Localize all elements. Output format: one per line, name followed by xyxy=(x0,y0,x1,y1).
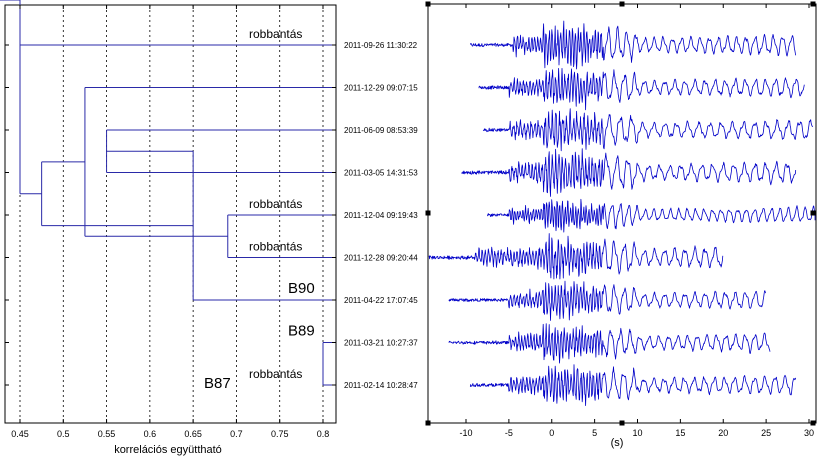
leaf-timestamp: 2011-03-05 14:31:53 xyxy=(344,169,418,178)
selection-handles[interactable] xyxy=(425,1,816,426)
x-tick-label: 25 xyxy=(761,428,771,438)
x-tick-label: 15 xyxy=(675,428,685,438)
seismogram-trace xyxy=(478,68,805,111)
dendrogram-gridlines xyxy=(19,5,324,423)
dendrogram-tick-labels: 0.45 0.5 0.55 0.6 0.65 0.7 0.75 0.8 xyxy=(11,429,329,439)
seismogram-panel: -10 -5 0 5 10 15 20 25 30 (s) xyxy=(425,1,817,449)
leaf-timestamp: 2011-03-21 10:27:37 xyxy=(344,339,418,348)
leaf-annotation: robbantás xyxy=(249,240,302,254)
x-tick-label: 0.5 xyxy=(57,429,70,439)
leaf-timestamp: 2011-04-22 17:07:45 xyxy=(344,296,418,305)
seismogram-x-axis-label: (s) xyxy=(611,437,624,449)
leaf-timestamp: 2011-06-09 08:53:39 xyxy=(344,126,418,135)
x-tick-label: 0.6 xyxy=(144,429,157,439)
seismogram-trace xyxy=(487,198,816,233)
leaf-timestamp: 2011-02-14 10:28:47 xyxy=(344,381,418,390)
seismogram-trace xyxy=(461,148,797,197)
seismogram-trace xyxy=(469,364,797,407)
seismogram-trace xyxy=(428,233,724,280)
leaf-annotations: robbantás robbantás robbantás B90 B89 robbant… xyxy=(249,27,315,381)
selection-handle[interactable] xyxy=(810,420,816,426)
selection-handle[interactable] xyxy=(425,1,431,7)
dendrogram-tick-marks xyxy=(5,5,336,423)
seismogram-trace xyxy=(482,108,813,152)
x-tick-label: 0.55 xyxy=(98,429,116,439)
x-tick-label: -10 xyxy=(459,428,472,438)
seismogram-traces xyxy=(428,20,816,407)
seismogram-trace xyxy=(469,20,797,70)
x-tick-label: 0.65 xyxy=(184,429,202,439)
annotation-b87: B87 xyxy=(204,375,231,392)
leaf-timestamp: 2011-12-28 09:20:44 xyxy=(344,254,418,263)
leaf-annotation: robbantás xyxy=(249,197,302,211)
x-tick-label: 0.75 xyxy=(271,429,289,439)
seismogram-tick-labels: -10 -5 0 5 10 15 20 25 30 xyxy=(459,428,814,438)
x-tick-label: 0.45 xyxy=(11,429,29,439)
selection-handle[interactable] xyxy=(619,1,625,7)
selection-handle[interactable] xyxy=(425,420,431,426)
x-tick-label: 0.8 xyxy=(317,429,330,439)
leaf-annotation: B89 xyxy=(288,323,315,340)
x-tick-label: -5 xyxy=(505,428,513,438)
seismogram-trace xyxy=(448,323,771,364)
selection-handle[interactable] xyxy=(810,1,816,7)
seismogram-tick-marks xyxy=(465,4,810,423)
leaf-annotation: B90 xyxy=(288,280,315,297)
seismogram-trace xyxy=(448,280,767,321)
dendrogram-panel: 0.45 0.5 0.55 0.6 0.65 0.7 0.75 0.8 2011-09-26 … xyxy=(0,0,418,456)
leaf-annotation: robbantás xyxy=(249,367,302,381)
dendrogram-frame xyxy=(4,4,337,424)
selection-handle[interactable] xyxy=(810,210,816,216)
x-tick-label: 20 xyxy=(718,428,728,438)
x-tick-label: 30 xyxy=(804,428,814,438)
dendrogram-branches xyxy=(0,0,336,386)
dendrogram-x-axis-label: korrelációs együttható xyxy=(114,444,222,456)
x-tick-label: 10 xyxy=(632,428,642,438)
selection-handle[interactable] xyxy=(425,210,431,216)
selection-handle[interactable] xyxy=(619,420,625,426)
leaf-timestamp: 2011-12-29 09:07:15 xyxy=(344,84,418,93)
leaf-timestamps: 2011-09-26 11:30:22 2011-12-29 09:07:15 20… xyxy=(344,41,418,390)
leaf-timestamp: 2011-12-04 09:19:43 xyxy=(344,211,418,220)
x-tick-label: 5 xyxy=(592,428,597,438)
leaf-timestamp: 2011-09-26 11:30:22 xyxy=(344,41,418,50)
x-tick-label: 0.7 xyxy=(230,429,243,439)
x-tick-label: 0 xyxy=(549,428,554,438)
leaf-annotation: robbantás xyxy=(249,27,302,41)
